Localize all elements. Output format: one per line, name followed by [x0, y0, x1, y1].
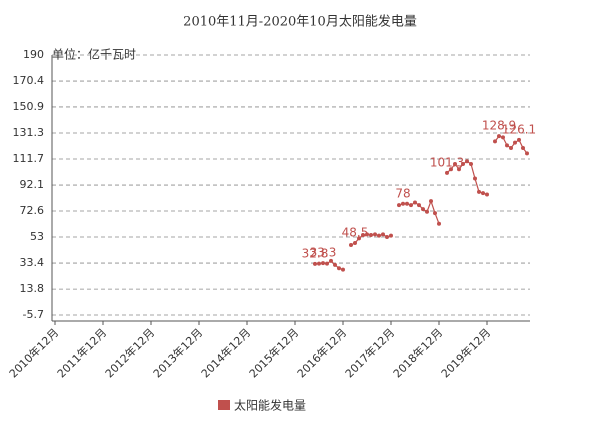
point [317, 261, 321, 266]
point [377, 233, 381, 238]
point [497, 134, 501, 139]
point [457, 167, 461, 172]
data-label: 33.3 [310, 246, 337, 260]
y-tick-label: 111.7 [13, 152, 45, 165]
point [461, 161, 465, 166]
y-tick-label: 190 [23, 48, 44, 61]
legend-label: 太阳能发电量 [234, 398, 306, 413]
point [341, 267, 345, 272]
data-label: 126.1 [502, 122, 536, 136]
point [433, 211, 437, 216]
point [369, 233, 373, 238]
data-label: 32.8 [302, 246, 329, 260]
y-tick-label: 150.9 [13, 100, 45, 113]
chart-title: 2010年11月-2020年10月太阳能发电量 [183, 14, 417, 30]
point [413, 200, 417, 205]
point [325, 261, 329, 266]
y-tick-label: 72.6 [20, 204, 45, 217]
point [421, 207, 425, 212]
data-label: 78 [395, 186, 410, 200]
point [469, 161, 473, 166]
point [385, 235, 389, 240]
point [501, 135, 505, 140]
y-tick-label: 131.3 [13, 126, 45, 139]
legend-swatch [218, 400, 230, 410]
data-label: 48.5 [342, 225, 369, 239]
point [357, 236, 361, 241]
point [481, 191, 485, 196]
y-tick-label: 170.4 [13, 74, 45, 87]
y-tick-label: 33.4 [20, 256, 45, 269]
point [329, 258, 333, 263]
point [365, 232, 369, 237]
point [405, 201, 409, 206]
point [389, 233, 393, 238]
data-label: 101.3 [430, 155, 464, 169]
point [477, 189, 481, 194]
point [485, 192, 489, 197]
point [401, 201, 405, 206]
point [381, 232, 385, 237]
y-tick-label: 13.8 [20, 282, 45, 295]
point [449, 167, 453, 172]
point [397, 203, 401, 208]
point [505, 143, 509, 148]
point [425, 209, 429, 214]
y-tick-label: 53 [30, 230, 44, 243]
point [453, 161, 457, 166]
point [361, 233, 365, 238]
point [333, 262, 337, 267]
point [353, 240, 357, 245]
point [321, 261, 325, 266]
point [521, 145, 525, 150]
point [373, 232, 377, 237]
point [349, 242, 353, 247]
data-label: 128.9 [482, 119, 516, 133]
y-tick-label: 92.1 [20, 178, 45, 191]
point [337, 266, 341, 271]
point [409, 203, 413, 208]
point [517, 137, 521, 142]
point [509, 145, 513, 150]
point [493, 139, 497, 144]
point [513, 140, 517, 145]
point [429, 199, 433, 204]
point [313, 261, 317, 266]
point [437, 221, 441, 226]
point [445, 170, 449, 175]
point [525, 151, 529, 156]
y-tick-label: -5.7 [23, 308, 44, 321]
point [473, 176, 477, 181]
point [417, 203, 421, 208]
y-axis-label: 单位：亿千瓦时 [52, 47, 136, 62]
point [465, 159, 469, 164]
